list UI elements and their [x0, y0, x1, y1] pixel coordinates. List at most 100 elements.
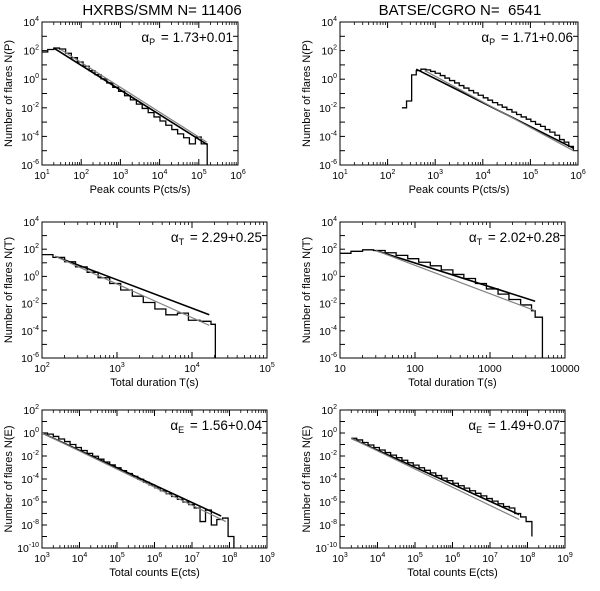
minor-ticks	[362, 222, 562, 358]
series-fit	[60, 48, 208, 143]
alpha-symbol: α	[468, 418, 476, 433]
alpha-subscript: E	[178, 425, 184, 435]
y-tick-exponent: 0	[35, 427, 39, 434]
x-tick-label: 105	[191, 169, 207, 182]
y-tick-label: 10-4	[319, 473, 337, 486]
x-tick-label: 109	[557, 552, 573, 565]
y-tick-label: 104	[23, 216, 39, 229]
alpha-eq: =	[497, 30, 512, 45]
x-tick-exponent: 6	[456, 552, 460, 559]
alpha-eq: =	[484, 230, 499, 245]
y-tick-label: 100	[321, 427, 337, 440]
x-tick-exponent: 6	[158, 552, 162, 559]
x-tick-label: 10	[334, 363, 346, 375]
alpha-annotation: αT = 2.02+0.28	[469, 230, 560, 247]
x-tick-label: 104	[152, 169, 168, 182]
x-tick-exponent: 5	[271, 362, 275, 369]
x-tick-label: 103	[34, 552, 50, 565]
x-tick-exponent: 9	[569, 552, 573, 559]
x-tick-exponent: 1	[344, 169, 348, 176]
y-tick-exponent: 4	[35, 216, 39, 223]
x-tick-exponent: 1	[46, 169, 50, 176]
x-tick-label: 103	[332, 552, 348, 565]
y-tick-label: 10-6	[21, 496, 39, 509]
y-tick-exponent: -8	[331, 519, 337, 526]
x-tick-exponent: 3	[439, 169, 443, 176]
x-tick-label: 102	[34, 362, 50, 375]
series-model	[54, 255, 210, 316]
y-tick-label: 104	[321, 16, 337, 29]
y-tick-exponent: 0	[35, 270, 39, 277]
x-tick-exponent: 5	[419, 552, 423, 559]
y-tick-exponent: 0	[333, 270, 337, 277]
series-model	[375, 249, 536, 302]
y-tick-exponent: -10	[327, 542, 337, 549]
x-tick-label: 108	[222, 552, 238, 565]
y-axis-label: Number of flares N(P)	[3, 40, 15, 147]
y-tick-exponent: 2	[35, 45, 39, 52]
y-tick-label: 102	[321, 45, 337, 58]
minor-ticks	[353, 22, 577, 165]
y-tick-label: 104	[23, 16, 39, 29]
alpha-subscript: E	[476, 425, 482, 435]
series-fit	[54, 255, 210, 326]
y-tick-exponent: -6	[33, 352, 39, 359]
x-tick-exponent: 4	[163, 169, 167, 176]
panel-hxrbs-peak: 101 102 103 104 105 106 1 0 -6 10-4 10-2 100 102 104 P…	[3, 16, 246, 196]
x-tick-label: 105	[259, 362, 275, 375]
x-tick-label: 106	[570, 169, 586, 182]
y-tick-label: 102	[321, 404, 337, 417]
x-tick-label: 102	[73, 169, 89, 182]
x-tick-label: 106	[147, 552, 163, 565]
y-tick-exponent: -4	[331, 325, 337, 332]
x-tick-label: 107	[482, 552, 498, 565]
y-tick-label: 100	[23, 73, 39, 86]
x-tick-label: 103	[109, 362, 125, 375]
y-tick-exponent: 4	[333, 16, 337, 23]
alpha-value: 1.56+0.04	[202, 418, 263, 433]
x-tick-exponent: 3	[124, 169, 128, 176]
x-tick-exponent: 6	[242, 169, 246, 176]
y-tick-exponent: -6	[331, 352, 337, 359]
y-tick-label: 10-8	[319, 519, 337, 532]
y-tick-exponent: -4	[33, 325, 39, 332]
y-tick-label: 102	[321, 243, 337, 256]
y-tick-label: 100	[23, 270, 39, 283]
x-tick-label: 101	[332, 169, 348, 182]
x-tick-exponent: 7	[494, 552, 498, 559]
y-tick-exponent: -10	[29, 542, 39, 549]
minor-ticks	[52, 410, 266, 548]
alpha-symbol: α	[170, 418, 178, 433]
alpha-subscript: T	[179, 237, 185, 247]
y-tick-exponent: 2	[35, 243, 39, 250]
alpha-eq: =	[484, 418, 499, 433]
y-tick-exponent: -2	[331, 102, 337, 109]
x-tick-exponent: 5	[121, 552, 125, 559]
x-tick-label: 102	[380, 169, 396, 182]
x-tick-label: 103	[427, 169, 443, 182]
column-title-hxrbs: HXRBS/SMM N= 11406	[82, 2, 242, 19]
y-tick-label: 104	[321, 216, 337, 229]
y-tick-label: 10-4	[319, 130, 337, 143]
x-axis-label: Peak counts P(cts/s)	[409, 184, 510, 196]
x-axis-label: Peak counts P(cts/s)	[90, 184, 191, 196]
x-tick-label: 100	[406, 363, 424, 375]
y-tick-exponent: -2	[33, 102, 39, 109]
x-tick-exponent: 4	[487, 169, 491, 176]
x-tick-label: 109	[259, 552, 275, 565]
y-tick-label: 100	[321, 270, 337, 283]
alpha-symbol: α	[469, 230, 477, 245]
y-axis-label: Number of flares N(P)	[301, 40, 313, 147]
x-tick-exponent: 2	[46, 362, 50, 369]
x-tick-exponent: 5	[534, 169, 538, 176]
x-tick-exponent: 3	[121, 362, 125, 369]
y-tick-exponent: 2	[333, 404, 337, 411]
y-tick-exponent: 4	[333, 216, 337, 223]
y-tick-label: 102	[23, 404, 39, 417]
alpha-annotation: αP = 1.73+0.01	[141, 30, 233, 47]
alpha-symbol: α	[481, 30, 489, 45]
y-tick-label: 102	[23, 243, 39, 256]
y-axis-label: Number of flares N(E)	[301, 426, 313, 533]
y-tick-exponent: -6	[33, 159, 39, 166]
